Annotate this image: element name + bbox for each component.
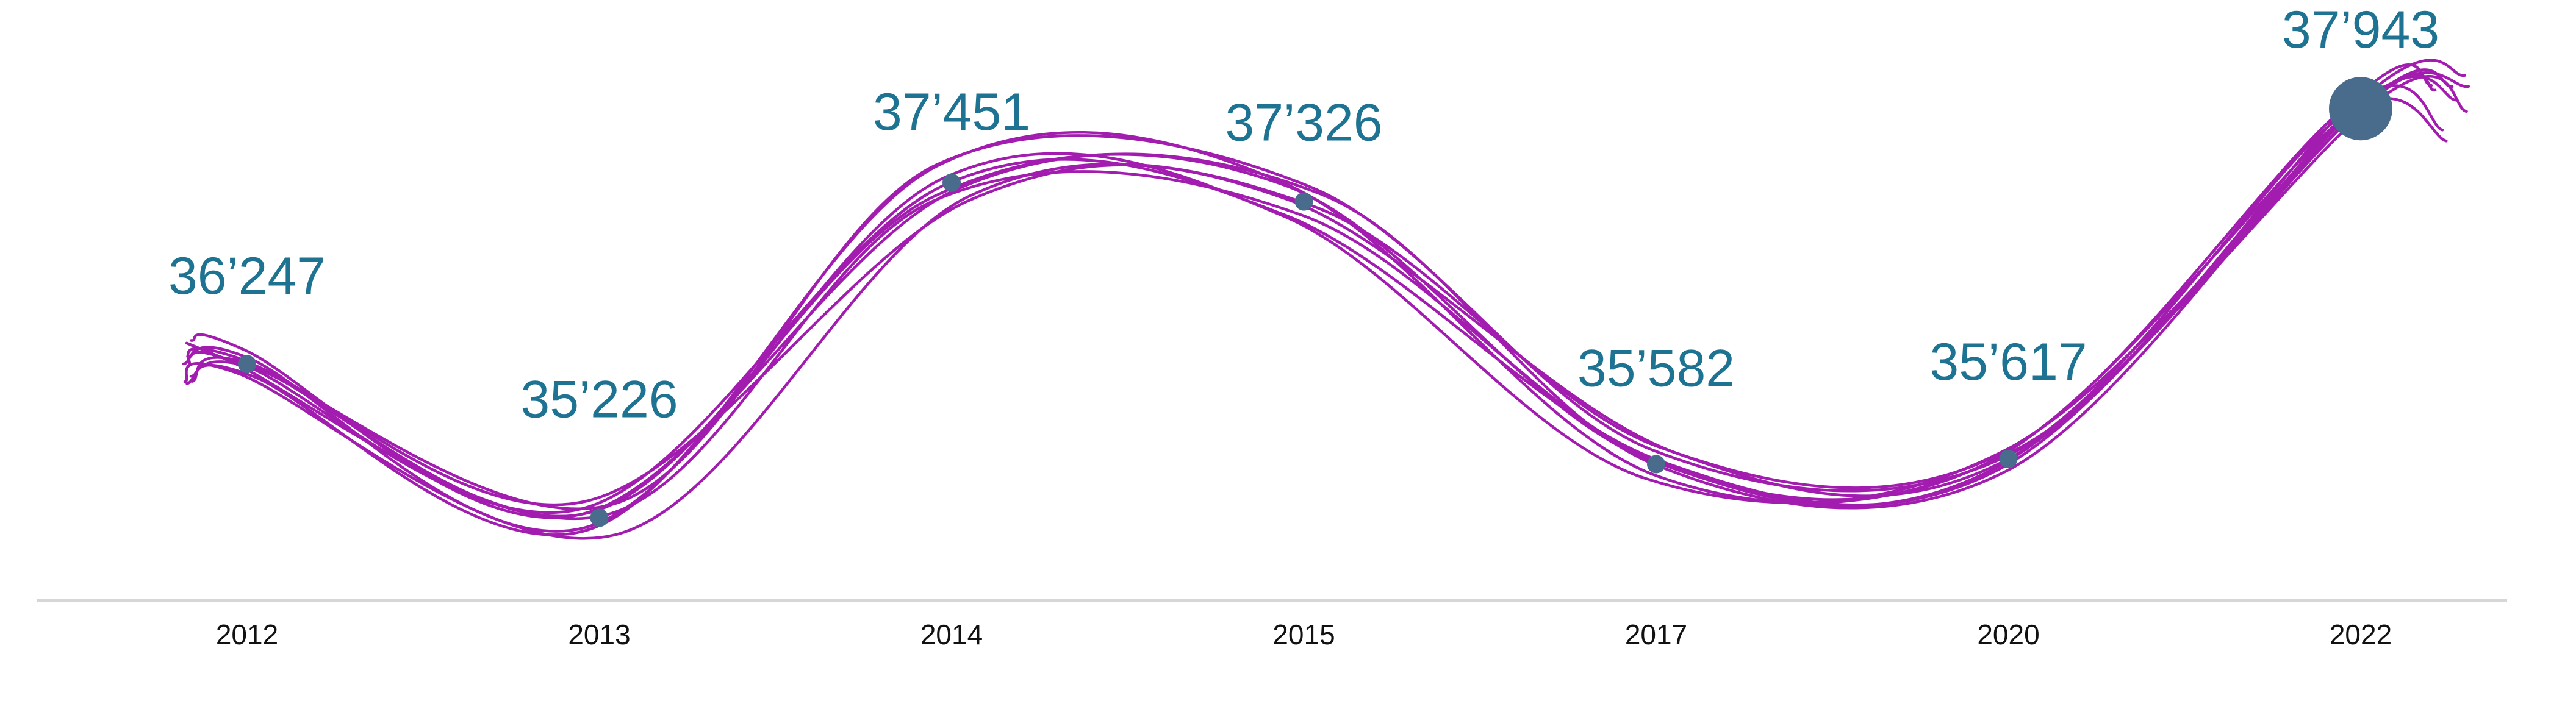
data-point	[1999, 449, 2018, 468]
data-points	[238, 77, 2392, 527]
data-label: 35’226	[520, 370, 678, 429]
data-point	[590, 508, 609, 527]
data-point	[942, 173, 961, 192]
x-tick-label: 2017	[1625, 619, 1687, 650]
data-label: 35’617	[1929, 333, 2087, 391]
series-line-stroke	[183, 84, 2444, 540]
data-point-highlight	[2329, 77, 2392, 141]
series-line-stroke	[186, 97, 2448, 510]
x-tick-label: 2020	[1977, 619, 2039, 650]
data-point	[1294, 192, 1313, 211]
x-tick-label: 2012	[216, 619, 278, 650]
data-labels: 36’247 35’226 37’451 37’326 35’582 35’617 37’9…	[168, 1, 2439, 429]
x-axis-tick-labels: 2012 2013 2014 2015 2017 2020 2022	[216, 619, 2392, 650]
x-tick-label: 2014	[920, 619, 983, 650]
x-tick-label: 2013	[568, 619, 630, 650]
data-label: 37’326	[1225, 94, 1382, 152]
data-point	[1647, 455, 1665, 474]
x-tick-label: 2015	[1272, 619, 1335, 650]
data-label: 36’247	[168, 247, 326, 305]
data-label: 35’582	[1577, 340, 1735, 398]
data-point	[238, 355, 256, 374]
x-tick-label: 2022	[2330, 619, 2392, 650]
data-label: 37’451	[873, 83, 1030, 141]
data-label: 37’943	[2282, 1, 2439, 59]
series-line-stroke	[190, 71, 2470, 519]
